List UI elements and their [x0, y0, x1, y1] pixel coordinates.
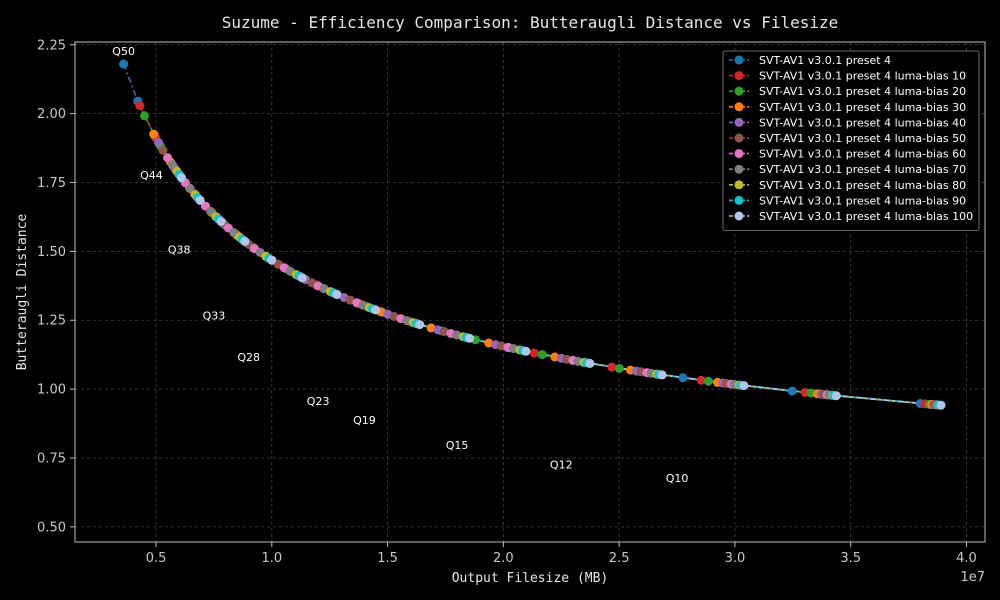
x-tick-label: 2.5 — [609, 551, 630, 566]
x-axis-ticks: 0.5 1.0 1.5 2.0 2.5 3.0 3.5 4.0 — [146, 542, 977, 566]
grid-lines — [75, 42, 985, 542]
data-point — [739, 381, 749, 391]
data-point — [465, 333, 475, 343]
quality-annotations: Q50 Q44 Q38 Q33 Q28 Q23 Q19 Q15 Q12 Q10 — [112, 45, 688, 485]
data-point — [240, 236, 250, 246]
legend-entry: SVT-AV1 v3.0.1 preset 4 luma-bias 60 — [759, 148, 966, 161]
x-tick-label: 0.5 — [146, 551, 167, 566]
quality-label: Q28 — [237, 351, 260, 364]
data-point — [185, 184, 195, 194]
legend-marker — [734, 71, 744, 81]
data-point — [521, 346, 531, 356]
data-point — [426, 323, 436, 333]
x-axis-offset-label: 1e7 — [960, 570, 985, 585]
data-point — [216, 217, 226, 226]
data-point — [332, 289, 342, 299]
chart-title: Suzume - Efficiency Comparison: Butterau… — [222, 13, 839, 32]
data-point — [936, 400, 946, 410]
quality-label: Q15 — [446, 439, 469, 452]
data-point — [153, 137, 163, 147]
y-tick-label: 0.75 — [37, 451, 66, 466]
y-tick-label: 2.00 — [37, 107, 66, 122]
y-tick-label: 0.50 — [37, 520, 66, 535]
x-tick-label: 3.5 — [840, 551, 861, 566]
legend-marker — [734, 211, 744, 221]
y-axis-ticks: 0.50 0.75 1.00 1.25 1.50 1.75 2.00 2.25 — [37, 38, 75, 535]
data-point — [614, 363, 624, 373]
legend-marker — [734, 86, 744, 96]
legend-marker — [734, 102, 744, 112]
x-tick-label: 1.0 — [261, 551, 282, 566]
quality-label: Q10 — [666, 472, 689, 485]
data-point — [119, 59, 129, 69]
x-tick-label: 3.0 — [725, 551, 746, 566]
y-tick-label: 2.25 — [37, 38, 66, 53]
data-point — [415, 320, 425, 330]
legend-marker — [734, 133, 744, 143]
x-axis-label: Output Filesize (MB) — [452, 571, 609, 586]
data-point — [529, 348, 539, 358]
legend-entry: SVT-AV1 v3.0.1 preset 4 luma-bias 100 — [759, 210, 973, 223]
data-point — [657, 370, 667, 380]
legend: SVT-AV1 v3.0.1 preset 4 SVT-AV1 v3.0.1 pr… — [722, 50, 980, 232]
legend-entry: SVT-AV1 v3.0.1 preset 4 luma-bias 10 — [759, 70, 966, 83]
y-axis-label: Butteraugli Distance — [15, 214, 30, 371]
y-tick-label: 1.25 — [37, 314, 66, 329]
quality-label: Q44 — [140, 169, 163, 182]
series-points — [119, 59, 946, 410]
quality-label: Q50 — [112, 45, 135, 58]
legend-marker — [734, 149, 744, 159]
data-point — [607, 362, 617, 372]
quality-label: Q23 — [307, 395, 330, 408]
legend-entry: SVT-AV1 v3.0.1 preset 4 luma-bias 90 — [759, 194, 966, 207]
data-point — [140, 111, 149, 121]
data-point — [135, 101, 145, 111]
data-point — [703, 376, 713, 386]
legend-entry: SVT-AV1 v3.0.1 preset 4 luma-bias 70 — [759, 163, 966, 176]
quality-label: Q38 — [168, 243, 191, 256]
data-point — [149, 129, 159, 139]
x-tick-label: 4.0 — [956, 551, 977, 566]
data-point — [195, 195, 205, 205]
quality-label: Q19 — [353, 414, 376, 427]
y-tick-label: 1.00 — [37, 383, 66, 398]
data-point — [158, 145, 168, 155]
x-tick-label: 2.0 — [493, 551, 514, 566]
data-point — [371, 305, 381, 315]
data-point — [696, 375, 706, 385]
legend-marker — [734, 164, 744, 174]
data-point — [267, 255, 277, 265]
data-point — [585, 358, 595, 368]
data-point — [537, 350, 547, 360]
legend-entry: SVT-AV1 v3.0.1 preset 4 luma-bias 80 — [759, 179, 966, 192]
data-point — [177, 173, 186, 183]
quality-label: Q33 — [203, 310, 226, 323]
y-tick-label: 1.75 — [37, 176, 66, 191]
data-point — [484, 338, 494, 348]
legend-box — [722, 50, 980, 232]
data-point — [167, 160, 177, 170]
quality-label: Q12 — [550, 458, 573, 471]
data-point — [678, 373, 688, 383]
legend-entry: SVT-AV1 v3.0.1 preset 4 luma-bias 50 — [759, 132, 966, 145]
plot-frame — [74, 41, 986, 543]
legend-entry: SVT-AV1 v3.0.1 preset 4 — [759, 54, 891, 67]
legend-marker — [734, 180, 744, 190]
legend-entry: SVT-AV1 v3.0.1 preset 4 luma-bias 40 — [759, 116, 966, 129]
x-tick-label: 1.5 — [377, 551, 398, 566]
data-point — [831, 391, 841, 401]
data-point — [163, 153, 173, 163]
data-point — [297, 273, 307, 283]
legend-marker — [734, 117, 744, 127]
data-point — [787, 386, 797, 396]
legend-entry: SVT-AV1 v3.0.1 preset 4 luma-bias 30 — [759, 101, 966, 114]
legend-entry: SVT-AV1 v3.0.1 preset 4 luma-bias 20 — [759, 85, 966, 98]
legend-marker — [734, 55, 744, 65]
y-tick-label: 1.50 — [37, 245, 66, 260]
legend-marker — [734, 195, 744, 205]
